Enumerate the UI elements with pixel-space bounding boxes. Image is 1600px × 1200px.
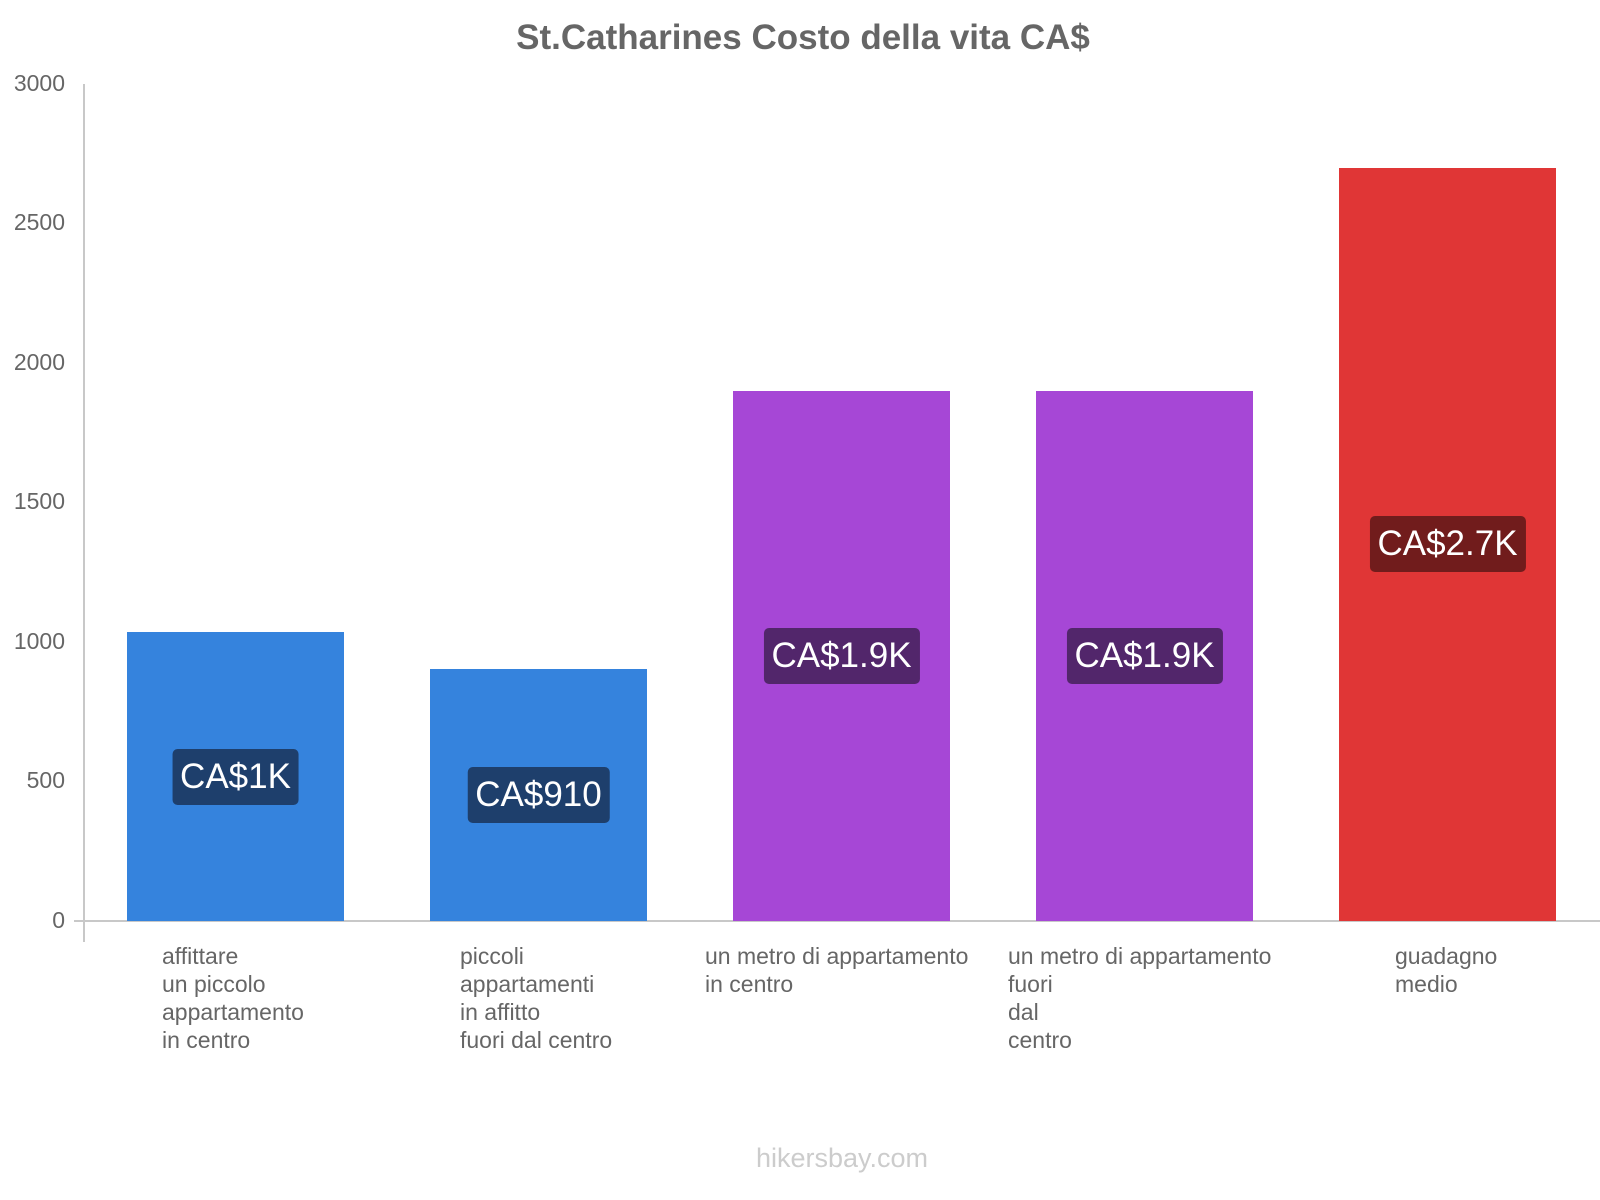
x-category-label: affittare un piccolo appartamento in cen…	[162, 943, 304, 1053]
y-tick-1000: 1000	[13, 628, 65, 654]
bar-value-label: CA$1.9K	[1066, 627, 1223, 684]
y-tick-2500: 2500	[13, 209, 65, 235]
y-tick-2000: 2000	[13, 349, 65, 375]
x-category-label: un metro di appartamento in centro	[705, 943, 969, 997]
y-axis-line	[83, 84, 85, 942]
chart-title: St.Catharines Costo della vita CA$	[516, 18, 1090, 57]
y-tick-1500: 1500	[13, 488, 65, 514]
bar-value-label: CA$1.9K	[763, 627, 920, 684]
footer-watermark: hikersbay.com	[755, 1143, 929, 1173]
x-category-label: un metro di appartamento fuori dal centr…	[1008, 943, 1272, 1053]
x-category-label: guadagno medio	[1395, 943, 1498, 997]
x-category-label: piccoli appartamenti in affitto fuori da…	[460, 943, 613, 1053]
y-tick-500: 500	[26, 767, 65, 793]
bar-value-label: CA$910	[467, 766, 610, 823]
bar-value-label: CA$2.7K	[1369, 516, 1526, 573]
x-axis-line	[74, 920, 1600, 922]
y-tick-0: 0	[52, 907, 65, 933]
y-tick-3000: 3000	[13, 70, 65, 96]
bar-value-label: CA$1K	[172, 748, 299, 805]
